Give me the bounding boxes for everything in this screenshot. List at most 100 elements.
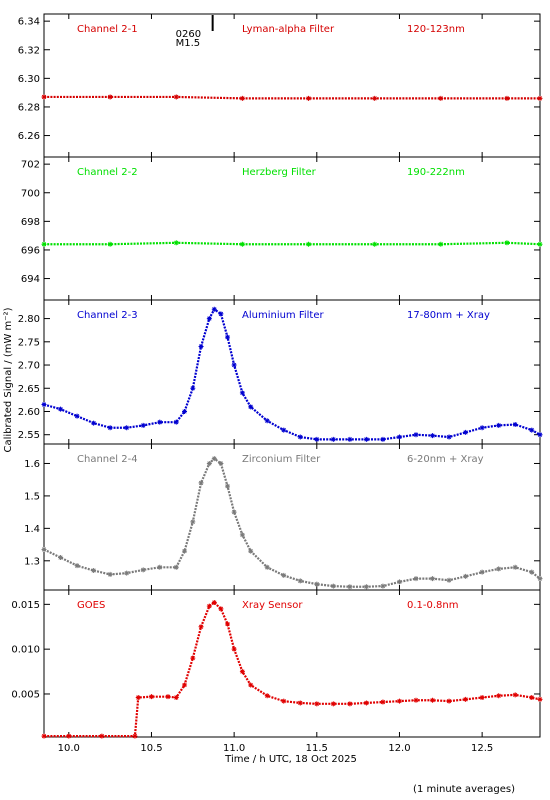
y-tick-label: 696 (21, 245, 40, 256)
panel-5: 0.005 0.010 0.015 GOES Xray Sensor 0.1-0.8nm (11, 589, 543, 739)
y-tick-label: 0.010 (11, 645, 40, 656)
data-point (306, 241, 312, 247)
data-point (173, 419, 179, 425)
footnote: (1 minute averages) (413, 784, 515, 795)
data-point (314, 581, 320, 587)
data-point (91, 568, 97, 574)
panel-filter-label: Xray Sensor (242, 600, 303, 611)
data-point (231, 509, 237, 515)
y-tick-label: 6.32 (18, 45, 40, 56)
panel-4: 1.3 1.4 1.5 1.6 Channel 2-4 Zirconium Filter 6… (24, 443, 543, 591)
data-point (463, 429, 469, 435)
data-point (463, 573, 469, 579)
data-point (504, 240, 510, 246)
series-trace (43, 308, 541, 441)
data-point (218, 311, 224, 317)
x-tick-label: 11.0 (223, 743, 245, 754)
panel-band-label: 0.1-0.8nm (407, 600, 459, 611)
data-point (504, 95, 510, 101)
data-point (148, 694, 154, 700)
data-point (206, 603, 212, 609)
panel-frame (43, 589, 541, 738)
data-point (165, 694, 171, 700)
data-point (512, 421, 518, 427)
panel-filter-label: Herzberg Filter (242, 167, 317, 178)
y-tick-label: 2.55 (18, 430, 40, 441)
y-tick-label: 1.5 (24, 491, 40, 502)
y-tick-label: 2.65 (18, 384, 40, 395)
data-point (41, 546, 47, 552)
y-tick-label: 2.70 (18, 361, 40, 372)
y-tick-label: 2.80 (18, 314, 40, 325)
panel-filter-label: Zirconium Filter (242, 454, 321, 465)
series-trace (44, 601, 541, 738)
panel-channel-label: Channel 2-1 (77, 24, 138, 35)
y-tick-label: 6.30 (18, 74, 40, 85)
y-tick-label: 700 (21, 188, 40, 199)
panel-frame (43, 299, 541, 445)
data-point (107, 241, 113, 247)
series-trace (43, 457, 541, 588)
data-point (211, 600, 217, 606)
y-tick-label: 6.34 (18, 17, 40, 28)
data-point (537, 432, 543, 438)
y-tick-label: 6.28 (18, 102, 40, 113)
data-point (74, 413, 80, 419)
data-point (107, 94, 113, 100)
data-point (182, 548, 188, 554)
panel-band-label: 17-80nm + Xray (407, 310, 490, 321)
data-point (182, 408, 188, 414)
data-point (66, 733, 72, 739)
data-point (218, 606, 224, 612)
y-tick-label: 1.4 (24, 524, 40, 535)
data-point (446, 698, 452, 704)
data-point (463, 696, 469, 702)
y-tick-label: 702 (21, 160, 40, 171)
panel-channel-label: Channel 2-4 (77, 454, 138, 465)
x-tick-label: 10.0 (58, 743, 80, 754)
panel-frame (43, 13, 541, 158)
data-point (107, 425, 113, 431)
data-point (330, 583, 336, 589)
panel-filter-label: Lyman-alpha Filter (242, 24, 335, 35)
y-tick-label: 698 (21, 217, 40, 228)
y-tick-label: 694 (21, 274, 40, 285)
x-tick-label: 10.5 (140, 743, 162, 754)
panel-band-label: 6-20nm + Xray (407, 454, 484, 465)
data-point (198, 480, 204, 486)
y-tick-label: 2.75 (18, 337, 40, 348)
y-tick-label: 0.015 (11, 600, 40, 611)
data-point (41, 402, 47, 408)
data-point (190, 385, 196, 391)
series-trace (44, 95, 540, 100)
data-point (225, 621, 231, 627)
panel-1: 6.26 6.28 6.30 6.32 6.34 Channel 2-1 Lyman-alp… (18, 13, 543, 158)
flare-marker-class: M1.5 (176, 38, 201, 49)
flare-marker-time: 0260 (176, 29, 201, 40)
data-point (396, 579, 402, 585)
y-tick-label: 6.26 (18, 131, 40, 142)
data-point (380, 436, 386, 442)
series-trace (44, 241, 541, 246)
data-point (58, 555, 64, 561)
panel-3: 2.55 2.60 2.65 2.70 2.75 2.80 Channel 2-3 Alumi… (18, 299, 543, 445)
y-tick-label: 1.3 (24, 556, 40, 567)
panel-band-label: 190-222nm (407, 167, 465, 178)
x-tick-label: 11.5 (306, 743, 328, 754)
panel-channel-label: Channel 2-2 (77, 167, 138, 178)
data-point (140, 567, 146, 573)
data-point (363, 700, 369, 706)
y-tick-label: 2.60 (18, 407, 40, 418)
y-tick-label: 1.6 (24, 459, 40, 470)
data-point (529, 695, 535, 701)
x-axis-label: Time / h UTC, 18 Oct 2025 (224, 754, 357, 765)
x-tick-label: 12.0 (388, 743, 410, 754)
data-point (529, 569, 535, 575)
data-point (537, 696, 543, 702)
panel-2: 694 696 698 700 702 Channel 2-2 Herzberg Filte… (21, 156, 543, 301)
y-axis-label: Calibrated Signal / (mW m⁻²) (3, 307, 14, 452)
data-point (157, 564, 163, 570)
data-point (190, 655, 196, 661)
data-point (306, 95, 312, 101)
